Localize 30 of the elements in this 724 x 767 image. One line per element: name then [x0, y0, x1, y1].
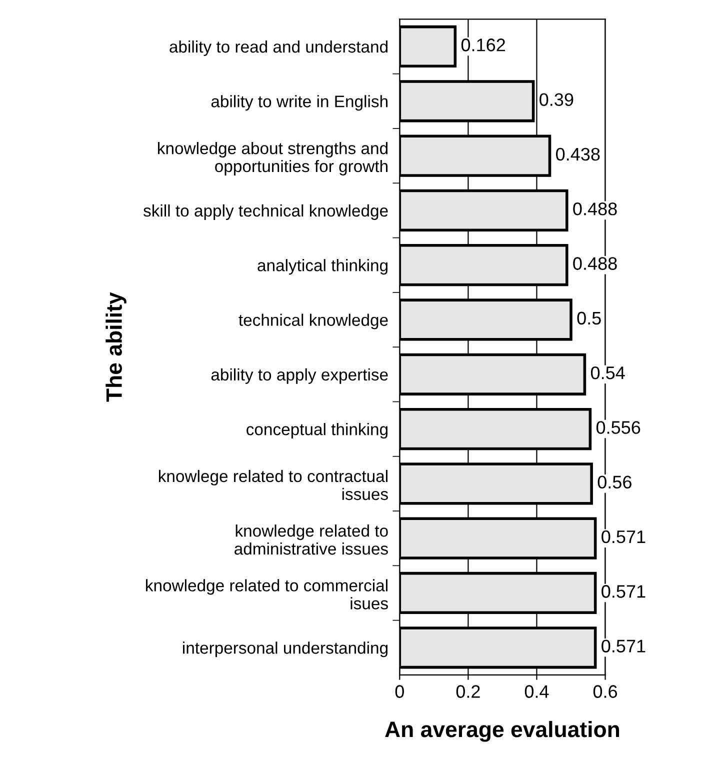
- data-label: 0.571: [602, 640, 646, 652]
- y-tick-label: ability to write in English: [211, 95, 388, 111]
- data-label: 0.556: [596, 421, 640, 434]
- x-tick-label: 0.6: [593, 685, 618, 698]
- y-tick-label: ability to read and understand: [170, 40, 388, 56]
- data-label: 0.438: [556, 148, 600, 161]
- y-tick-label: knowledge about strengths and opportunities for growth: [158, 142, 388, 176]
- y-tick-label: ability to apply expertise: [211, 368, 388, 384]
- data-label: 0.54: [590, 366, 625, 380]
- y-tick-label: knowlege related to contractual issues: [158, 470, 388, 500]
- y-tick-label: conceptual thinking: [246, 423, 388, 439]
- x-tick-label: 0.4: [524, 685, 549, 698]
- x-tick-label: 0.2: [456, 685, 480, 698]
- data-label: 0.571: [602, 585, 646, 598]
- y-tick-label: analytical thinking: [258, 259, 388, 275]
- data-label: 0.571: [602, 530, 646, 544]
- y-axis-title: The ability: [106, 292, 126, 402]
- y-tick-label: technical knowledge: [238, 314, 388, 330]
- y-tick-label: knowledge related to administrative issues: [234, 524, 388, 555]
- data-label: 0.162: [461, 38, 505, 52]
- data-label: 0.488: [573, 202, 617, 216]
- y-tick-label: interpersonal understanding: [183, 642, 388, 658]
- data-label: 0.488: [573, 257, 617, 270]
- x-tick-label: 0: [395, 685, 404, 698]
- x-axis-title: An average evaluation: [385, 720, 620, 742]
- data-label: 0.56: [598, 476, 632, 489]
- data-label: 0.39: [540, 93, 574, 106]
- y-tick-label: skill to apply technical knowledge: [144, 204, 388, 220]
- y-tick-label: knowledge related to commercial isues: [146, 579, 388, 610]
- data-label: 0.5: [577, 312, 601, 325]
